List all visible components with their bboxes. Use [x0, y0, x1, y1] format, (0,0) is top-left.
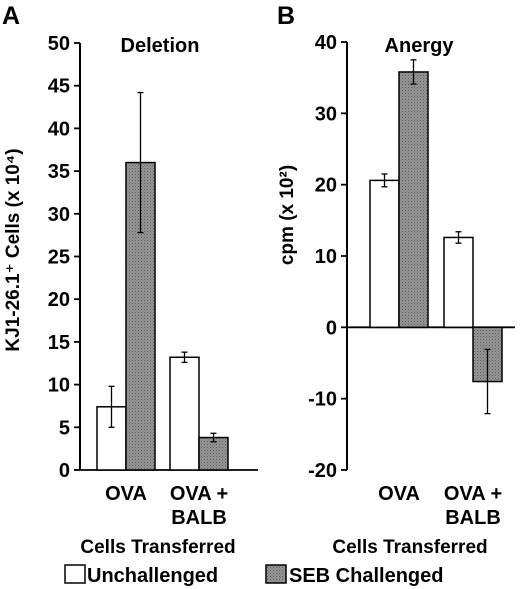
y-tick-label: -10: [308, 389, 337, 411]
legend-swatch-seb-challenged: [265, 564, 287, 584]
category-label: OVA + BALB: [170, 483, 228, 529]
ylabel-a: KJ1-26.1⁺ Cells (x 10⁴): [3, 148, 24, 351]
plot-a: 0 5 10 15 20 25 30 35 40 45 50 OVA OVA + BALB: [48, 33, 258, 529]
panel-label-b: B: [277, 2, 295, 30]
legend-swatch-unchallenged: [64, 564, 86, 584]
y-tick-label: -20: [308, 460, 337, 482]
y-tick-label: 40: [48, 118, 70, 140]
category-label: OVA + BALB: [444, 483, 502, 529]
xlabel-a: Cells Transferred: [80, 537, 235, 558]
y-tick-label: 40: [315, 32, 337, 54]
ylabel-b: cpm (x 10²): [277, 165, 298, 265]
error-bar-seb-challenged-1: [484, 348, 491, 415]
bar-unchallenged-1: [169, 356, 200, 471]
y-tick-label: 5: [59, 417, 70, 439]
error-bar-unchallenged-1: [181, 351, 188, 364]
y-tick-label: 0: [59, 460, 70, 482]
bar-seb-challenged-1: [198, 436, 229, 471]
title-a: Deletion: [121, 35, 200, 57]
error-bar-unchallenged-1: [455, 231, 462, 244]
legend-label-unchallenged: Unchallenged: [87, 565, 218, 587]
bar-unchallenged-0: [369, 179, 400, 329]
title-b: Anergy: [385, 35, 455, 57]
y-tick-label: 10: [315, 246, 337, 268]
y-tick-label: 15: [48, 332, 70, 354]
y-tick-label: 25: [48, 247, 70, 269]
y-tick-label: 30: [48, 204, 70, 226]
bar-unchallenged-1: [443, 236, 474, 329]
category-label: OVA: [378, 483, 420, 505]
legend-label-seb-challenged: SEB Challenged: [289, 565, 443, 587]
y-tick-label: 45: [48, 76, 70, 98]
error-bar-unchallenged-0: [381, 173, 388, 188]
plot-b: -20 -10 0 10 20 30 40 OVA OVA + BALB: [308, 32, 515, 529]
error-bar-seb-challenged-0: [137, 91, 144, 234]
y-tick-label: 20: [315, 175, 337, 197]
y-tick-label: 0: [326, 317, 337, 339]
error-bar-unchallenged-0: [108, 385, 115, 428]
legend: Unchallenged SEB Challenged: [64, 564, 443, 587]
xlabel-b: Cells Transferred: [332, 537, 487, 558]
panel-label-a: A: [2, 2, 20, 30]
y-tick-label: 50: [48, 33, 70, 55]
y-tick-label: 30: [315, 103, 337, 125]
y-tick-label: 10: [48, 375, 70, 397]
category-label: OVA: [105, 483, 147, 505]
error-bar-seb-challenged-1: [210, 432, 217, 443]
y-tick-label: 20: [48, 289, 70, 311]
bar-seb-challenged-0: [398, 71, 429, 329]
y-tick-label: 35: [48, 161, 70, 183]
error-bar-seb-challenged-0: [410, 59, 417, 85]
